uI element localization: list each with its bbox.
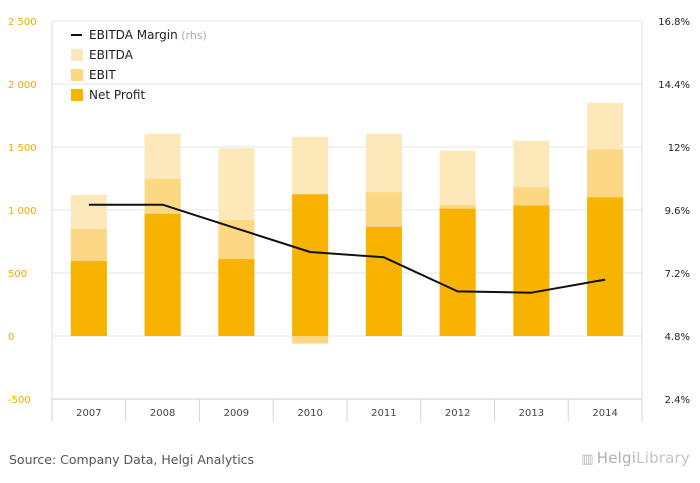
y-left-tick-label: 1 500 [8,143,37,154]
bar-net-profit-2013 [513,205,550,336]
tick-labels: 2007 2008 2009 2010 2011 2012 2013 2014 -500 0 500… [8,17,690,419]
brand-main: Helgi [596,449,637,467]
source-note: Source: Company Data, Helgi Analytics [9,452,255,467]
bars [70,102,624,344]
x-tick-label: 2009 [224,408,249,419]
legend-box-swatch [71,89,83,101]
y-left-tick-label: 1 000 [8,206,37,217]
legend-label: EBIT [89,68,116,82]
legend-item-ebit: EBIT [71,68,116,82]
x-tick-label: 2013 [519,408,544,419]
legend-label: EBITDA [89,48,134,62]
x-tick-label: 2011 [371,408,396,419]
line-ebitda-margin [88,203,606,294]
legend-item-ebitda: EBITDA [71,48,134,62]
library-icon: ▥ [581,452,594,467]
y-left-tick-label: -500 [8,395,31,406]
gridlines [52,20,642,400]
y-right-tick-label: 14.4% [658,80,690,91]
legend-label: EBITDA Margin (rhs) [89,28,207,42]
legend-item-ebitda-margin: EBITDA Margin (rhs) [71,28,207,42]
x-tick-label: 2007 [76,408,101,419]
y-left-tick-label: 2 500 [8,17,37,28]
bar-net-profit-2011 [365,227,402,336]
bar-net-profit-2008 [144,213,181,336]
margin-line [88,203,606,294]
x-tick-label: 2014 [592,408,617,419]
bar-net-profit-2009 [218,259,255,336]
y-right-tick-label: 12% [668,143,690,154]
x-tick-label: 2008 [150,408,175,419]
y-left-tick-label: 2 000 [8,80,37,91]
y-right-tick-label: 4.8% [665,332,690,343]
brand-logo: ▥ HelgiLibrary [581,449,690,467]
legend-box-swatch [71,69,83,81]
bar-net-profit-2007 [70,261,107,336]
bar-net-profit-2012 [439,208,476,336]
axes [51,21,643,422]
legend-label: Net Profit [89,88,145,102]
legend-box-swatch [71,49,83,61]
x-tick-label: 2012 [445,408,470,419]
y-right-tick-label: 2.4% [665,395,690,406]
y-left-tick-label: 500 [8,269,27,280]
y-left-tick-label: 0 [8,332,14,343]
x-tick-label: 2010 [297,408,322,419]
bar-net-profit-2014 [587,197,624,336]
bar-net-profit-2010 [292,194,329,336]
bar-ebit-2010 [292,336,329,344]
legend-item-net-profit: Net Profit [71,88,145,102]
y-right-tick-label: 9.6% [665,206,690,217]
brand-light: Library [636,449,690,467]
y-right-tick-label: 7.2% [665,269,690,280]
legend: EBITDA Margin (rhs) EBITDA EBIT Net Profit [71,28,207,102]
y-right-tick-label: 16.8% [658,17,690,28]
